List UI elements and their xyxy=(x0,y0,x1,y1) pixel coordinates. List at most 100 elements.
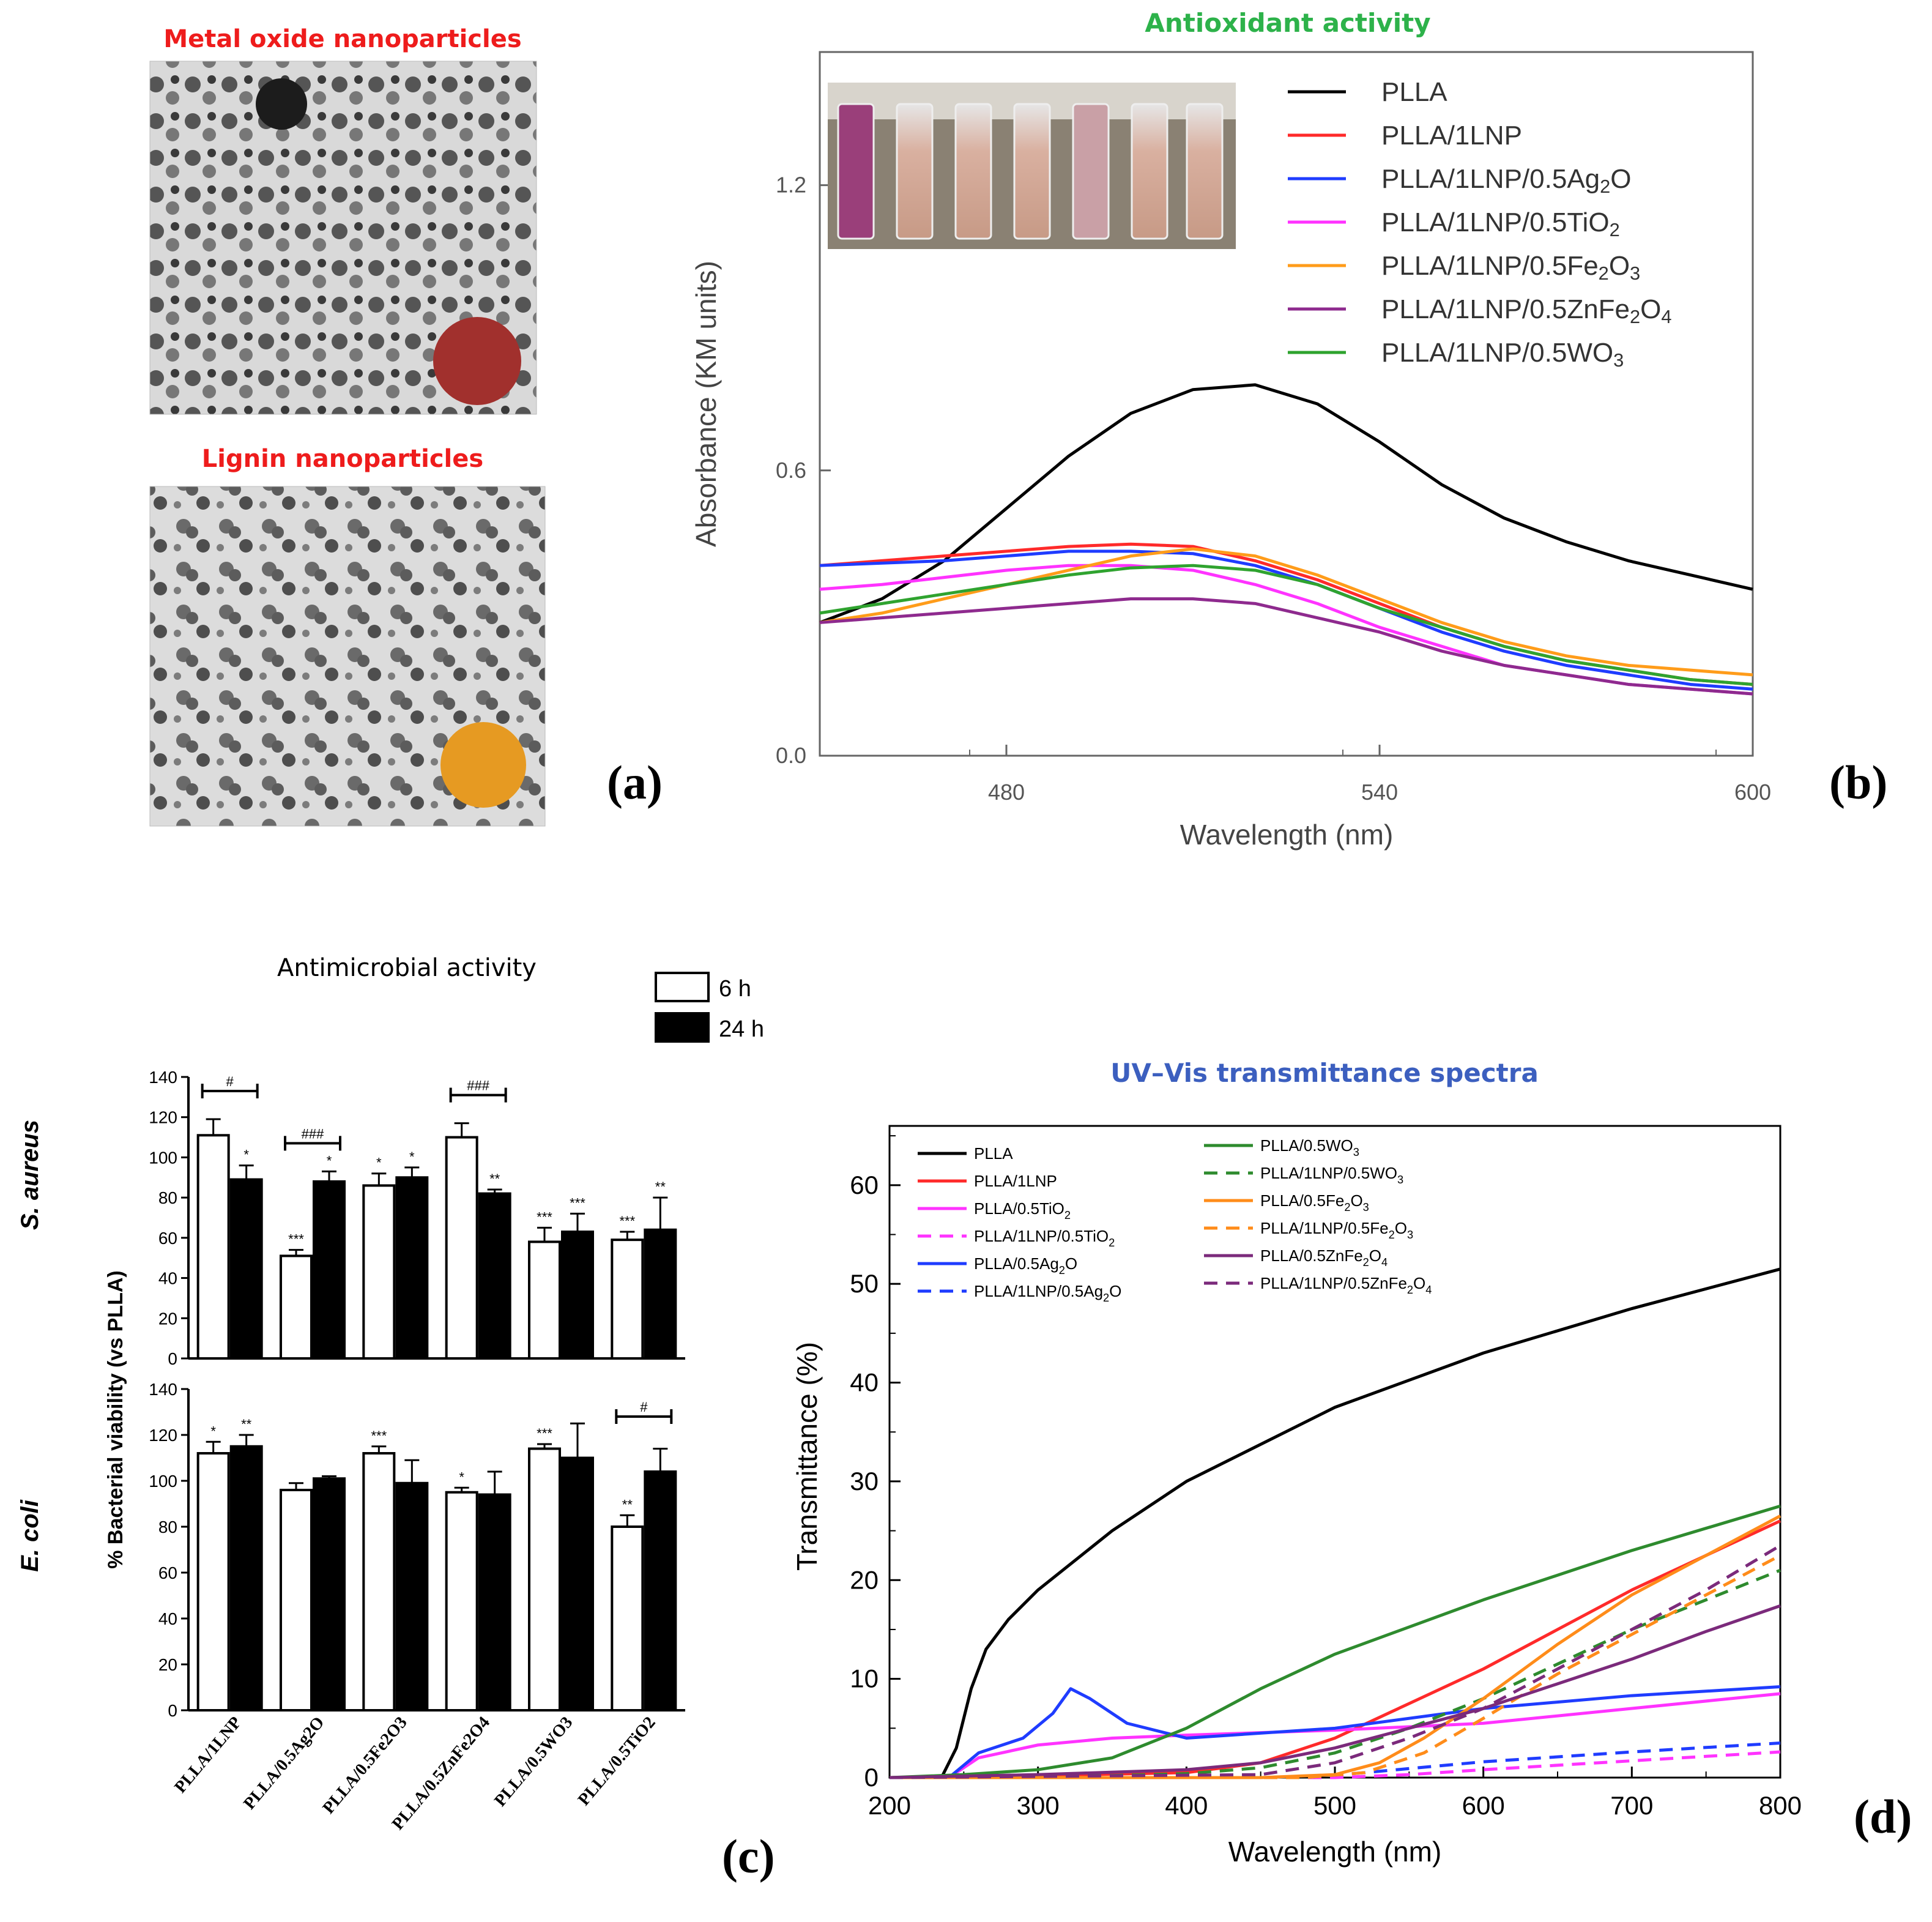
chart-b-title: Antioxidant activity xyxy=(1145,8,1430,38)
lignin-title: Lignin nanoparticles xyxy=(202,445,483,473)
chart-c-significance: ** xyxy=(241,1417,252,1432)
chart-c-bar-6-h-plla-0-5fe2o3 xyxy=(362,1184,396,1360)
chart-d-ytick-label: 10 xyxy=(850,1664,879,1693)
chart-d-legend-label-plla-0-5ag2o-main: PLLA/0.5Ag xyxy=(974,1254,1059,1273)
chart-d-legend-label-plla-0-5ag2o-tail: O xyxy=(1065,1254,1077,1273)
chart-b-ytick-label: 1.2 xyxy=(776,173,806,198)
chart-c-bar-6-h-plla-0-5tio2 xyxy=(611,1525,644,1712)
chart-b-legend-label-plla-1lnp-0-5wo3-sub: 3 xyxy=(1613,349,1624,371)
chart-d-legend-label-plla-1lnp-0-5znfe2o4-main: PLLA/1LNP/0.5ZnFe xyxy=(1260,1274,1407,1292)
chart-c-bar-24-h-plla-0-5fe2o3 xyxy=(395,1176,429,1360)
chart-b-ytick-label: 0.6 xyxy=(776,458,806,483)
chart-d-legend-label-plla-1lnp-0-5tio2-main: PLLA/1LNP/0.5TiO xyxy=(974,1227,1109,1245)
chart-d-legend-label-plla-1lnp-0-5fe2o3-tail: O xyxy=(1395,1219,1407,1237)
chart-c-ytick-label: 20 xyxy=(158,1309,177,1328)
chart-d-ytick-label: 30 xyxy=(850,1467,879,1496)
chart-d-legend-label-plla-1lnp-main: PLLA/1LNP xyxy=(974,1172,1057,1190)
chart-c-bracket-label: ### xyxy=(467,1078,489,1093)
chart-c-bar-24-h-plla-1lnp xyxy=(229,1445,263,1712)
chart-d-ylabel: Transmittance (%) xyxy=(791,1342,823,1571)
chart-d-legend-label-plla-0-5fe2o3-sub2: 3 xyxy=(1363,1201,1369,1213)
chart-c-legend-label-6-h: 6 h xyxy=(719,976,751,1002)
chart-b-legend-label-plla-main: PLLA xyxy=(1381,77,1447,107)
chart-c-legend-swatch-24-h xyxy=(655,1012,710,1043)
chart-c-ytick-label: 100 xyxy=(149,1472,177,1491)
chart-d-xlabel: Wavelength (nm) xyxy=(1228,1836,1442,1868)
chart-d-legend-label-plla-1lnp-0-5ag2o-tail: O xyxy=(1109,1282,1121,1300)
chart-d-legend-label-plla-1lnp-0-5wo3: PLLA/1LNP/0.5WO3 xyxy=(1260,1164,1403,1186)
chart-c-significance: * xyxy=(243,1147,249,1163)
chart-d-line-plla-1lnp-0-5fe2o3 xyxy=(890,1554,1782,1779)
chart-b-legend-label-plla-1lnp: PLLA/1LNP xyxy=(1381,121,1522,151)
chart-b-xtick-label: 600 xyxy=(1734,780,1771,805)
chart-b-xtick-label: 480 xyxy=(988,780,1025,805)
chart-b-legend-label-plla-1lnp-0-5ag2o-tail: O xyxy=(1610,164,1631,194)
chart-c-ytick-label: 20 xyxy=(158,1655,177,1674)
panel-letter-b: (b) xyxy=(1829,756,1887,809)
chart-b-line-plla-1lnp-0-5fe2o3 xyxy=(819,547,1753,677)
tem-large-particle xyxy=(256,78,307,130)
chart-c-ytick-label: 0 xyxy=(168,1349,177,1368)
chart-c-significance: *** xyxy=(619,1213,635,1229)
chart-d-line-plla-1lnp-0-5ag2o xyxy=(890,1741,1781,1779)
chart-b-legend-label-plla-1lnp-0-5tio2: PLLA/1LNP/0.5TiO2 xyxy=(1381,207,1620,240)
chart-d-legend-label-plla-1lnp-0-5znfe2o4-sub2: 4 xyxy=(1425,1284,1432,1296)
chart-d-xtick-label: 500 xyxy=(1313,1791,1356,1820)
chart-d-legend-label-plla-1lnp-0-5ag2o-sub: 2 xyxy=(1103,1292,1109,1304)
chart-c-category-plla-0-5wo3: PLLA/0.5WO3 xyxy=(491,1713,576,1811)
chart-c-category-plla-0-5fe2o3: PLLA/0.5Fe2O3 xyxy=(319,1713,411,1818)
chart-c-ytick-label: 60 xyxy=(158,1229,177,1248)
chart-c-significance: *** xyxy=(288,1232,304,1247)
chart-c-bar-6-h-plla-0-5tio2 xyxy=(611,1238,644,1360)
chart-b-legend-label-plla-1lnp-0-5znfe2o4-tail: O xyxy=(1640,294,1661,324)
chart-d-legend-label-plla-0-5wo3-main: PLLA/0.5WO xyxy=(1260,1136,1353,1155)
chart-d-legend-label-plla-1lnp-0-5znfe2o4: PLLA/1LNP/0.5ZnFe2O4 xyxy=(1260,1274,1432,1296)
chart-c-bar-6-h-plla-0-5wo3 xyxy=(528,1447,561,1712)
chart-d-legend-label-plla-1lnp-0-5ag2o-main: PLLA/1LNP/0.5Ag xyxy=(974,1282,1103,1300)
chart-d-legend-label-plla-0-5znfe2o4-sub: 2 xyxy=(1363,1256,1369,1268)
chart-b-legend-label-plla-1lnp-0-5ag2o-main: PLLA/1LNP/0.5Ag xyxy=(1381,164,1600,194)
chart-b-legend-label-plla-1lnp-0-5tio2-main: PLLA/1LNP/0.5TiO xyxy=(1381,207,1610,237)
chart-c-bar-6-h-plla-0-5znfe2o4 xyxy=(445,1491,478,1712)
chart-c-ytick-label: 80 xyxy=(158,1188,177,1207)
chart-c-ytick-label: 40 xyxy=(158,1609,177,1628)
chart-b-legend-label-plla-1lnp-0-5fe2o3-sub2: 3 xyxy=(1630,263,1640,284)
chart-b-legend-label-plla-1lnp-0-5znfe2o4-sub2: 4 xyxy=(1661,306,1671,327)
chart-c-ytick-label: 80 xyxy=(158,1518,177,1536)
panel-letter-c: (c) xyxy=(722,1830,775,1883)
chart-d-legend-label-plla-0-5ag2o-sub: 2 xyxy=(1059,1264,1065,1276)
chart-d-line-plla-0-5znfe2o4 xyxy=(889,1604,1781,1779)
chart-d-legend-label-plla-0-5tio2: PLLA/0.5TiO2 xyxy=(974,1199,1071,1221)
chart-d-legend-label-plla-1lnp: PLLA/1LNP xyxy=(974,1172,1057,1190)
chart-c-bracket-label: # xyxy=(640,1399,648,1415)
chart-b-ylabel: Absorbance (KM units) xyxy=(690,261,722,547)
panel-a: Metal oxide nanoparticles Lignin nanopar… xyxy=(149,25,663,827)
chart-d-xtick-label: 800 xyxy=(1759,1791,1802,1820)
chart-c-significance: *** xyxy=(537,1426,552,1441)
chart-c-bar-6-h-plla-1lnp xyxy=(196,1452,230,1712)
chart-c-significance: * xyxy=(210,1423,216,1439)
chart-c-significance: *** xyxy=(570,1195,585,1210)
chart-d-xtick-label: 600 xyxy=(1462,1791,1505,1820)
chart-b-line-plla-1lnp-0-5ag2o xyxy=(819,549,1753,691)
chart-b-legend-label-plla-1lnp-0-5ag2o: PLLA/1LNP/0.5Ag2O xyxy=(1381,164,1632,197)
chart-b-axes: 480 540 600 0.0 0.6 1.2 xyxy=(776,173,1771,805)
chart-c-bracket-label: # xyxy=(226,1074,234,1089)
chart-c-bar-24-h-plla-0-5ag2o xyxy=(313,1477,346,1712)
chart-d-line-plla-0-5wo3 xyxy=(889,1504,1781,1779)
chart-d-legend-label-plla-0-5tio2-main: PLLA/0.5TiO xyxy=(974,1199,1064,1218)
chart-c-ytick-label: 100 xyxy=(149,1148,177,1167)
chart-b-line-plla-1lnp-0-5znfe2o4 xyxy=(819,597,1753,696)
chart-c-significance: ** xyxy=(489,1171,500,1186)
chart-d-line-plla-1lnp-0-5tio2 xyxy=(890,1750,1781,1779)
chart-c-ytick-label: 0 xyxy=(168,1701,177,1720)
chart-c-ytick-label: 140 xyxy=(149,1068,177,1087)
chart-b-legend-label-plla-1lnp-0-5wo3-main: PLLA/1LNP/0.5WO xyxy=(1381,338,1613,368)
chart-c-bar-6-h-plla-1lnp xyxy=(196,1134,230,1360)
chart-c-ytick-label: 120 xyxy=(149,1108,177,1127)
chart-d-legend-label-plla-0-5znfe2o4-tail: O xyxy=(1369,1246,1381,1265)
chart-d-legend-label-plla-1lnp-0-5fe2o3-sub: 2 xyxy=(1389,1229,1395,1241)
chart-c-significance: * xyxy=(459,1469,464,1484)
